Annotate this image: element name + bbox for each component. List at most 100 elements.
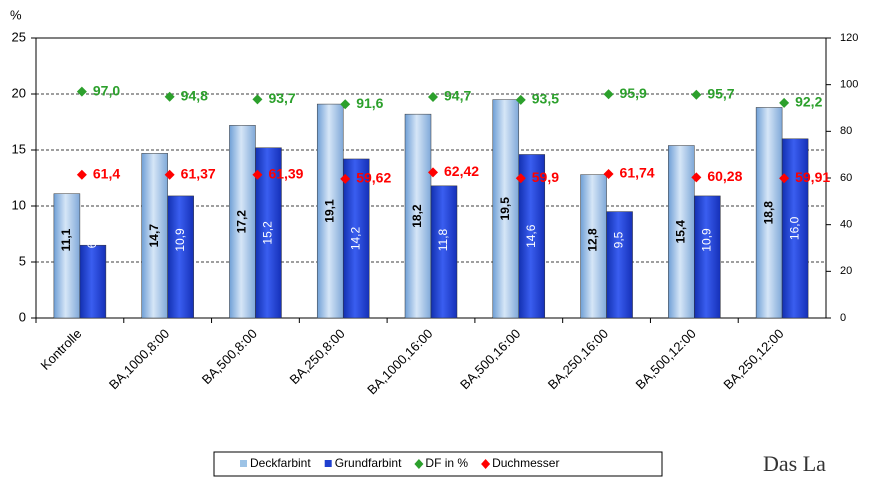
marker — [252, 169, 263, 180]
x-tick-label: BA,500,16:00 — [457, 326, 523, 392]
y-tick-label: 15 — [12, 141, 26, 156]
bar — [141, 153, 168, 319]
marker — [603, 89, 614, 100]
x-tick-label: BA,500,8:00 — [199, 326, 260, 387]
marker — [164, 91, 175, 102]
bar — [167, 195, 194, 319]
marker — [76, 169, 87, 180]
bar-value-label: 14,2 — [348, 226, 362, 250]
legend-box — [213, 451, 663, 477]
bar-value-label: 14,6 — [524, 224, 538, 248]
bar — [580, 174, 607, 319]
legend-label: Grundfarbint — [335, 456, 402, 470]
bar-value-label: 17,2 — [235, 210, 249, 234]
point-value-label: 97,0 — [93, 82, 120, 98]
x-tick-label: BA,250,8:00 — [287, 326, 348, 387]
point-value-label: 94,8 — [181, 88, 208, 104]
bar-value-label: 19,5 — [498, 197, 512, 221]
bar — [492, 99, 520, 319]
y2-tick-label: 100 — [840, 79, 858, 91]
y-tick-label: 0 — [19, 309, 26, 324]
y-tick-label: 25 — [12, 29, 26, 44]
point-value-label: 61,74 — [620, 165, 655, 181]
bar-value-label: 9,5 — [612, 231, 626, 248]
x-tick-label: BA,1000,8:00 — [106, 326, 172, 392]
x-tick-label: BA,250,12:00 — [720, 326, 786, 392]
marker — [428, 92, 438, 103]
bar-value-label: 6,5 — [85, 231, 99, 248]
bar-value-label: 11,1 — [59, 228, 73, 251]
bar — [53, 193, 81, 319]
y2-tick-label: 120 — [840, 32, 858, 44]
bar-value-label: 15,2 — [261, 221, 275, 245]
y2-tick-label: 0 — [840, 312, 846, 324]
bar — [755, 107, 783, 319]
legend-swatch — [414, 459, 424, 469]
y2-tick-label: 80 — [840, 125, 852, 137]
legend-swatch — [324, 460, 332, 467]
legend-label: DF in % — [425, 456, 468, 470]
x-tick-label: BA,500,12:00 — [633, 326, 699, 392]
point-value-label: 62,42 — [444, 163, 479, 179]
marker — [779, 173, 790, 184]
bar — [668, 145, 695, 319]
bar-value-label: 10,9 — [173, 228, 187, 252]
bar — [518, 154, 546, 319]
bar — [316, 103, 344, 319]
point-value-label: 59,62 — [356, 170, 391, 186]
marker — [340, 173, 351, 184]
y-tick-label: 20 — [12, 85, 26, 100]
bar — [404, 113, 432, 319]
point-value-label: 95,7 — [707, 85, 734, 101]
x-tick-label: BA,1000,16:00 — [364, 326, 435, 397]
bar-value-label: 14,7 — [147, 224, 161, 248]
bar-value-label: 11,8 — [436, 228, 450, 251]
bar-value-label: 18,8 — [761, 201, 775, 225]
bar — [781, 138, 809, 319]
marker — [164, 169, 175, 180]
point-value-label: 60,28 — [707, 168, 742, 184]
bar-value-label: 12,8 — [586, 228, 600, 252]
marker — [515, 94, 526, 105]
logo-text: Das La — [763, 451, 826, 476]
point-value-label: 91,6 — [356, 95, 383, 111]
y-tick-label: 5 — [19, 253, 26, 268]
marker — [691, 89, 702, 100]
bar-value-label: 15,4 — [674, 220, 688, 244]
y2-tick-label: 60 — [840, 172, 852, 184]
marker — [603, 168, 614, 179]
marker — [691, 172, 702, 183]
marker — [428, 167, 438, 178]
point-value-label: 61,37 — [181, 166, 216, 182]
point-value-label: 61,39 — [268, 165, 303, 181]
legend-swatch — [481, 459, 491, 469]
y2-tick-label: 40 — [840, 219, 852, 231]
bar — [79, 244, 107, 319]
point-value-label: 59,9 — [532, 169, 559, 185]
y2-tick-label: 20 — [840, 265, 852, 277]
bar — [606, 211, 633, 319]
marker — [515, 173, 526, 184]
bar — [430, 185, 458, 319]
legend-label: Deckfarbint — [250, 456, 311, 470]
y-tick-label: 10 — [12, 197, 26, 212]
x-tick-label: BA,250,16:00 — [545, 326, 611, 392]
bar-value-label: 19,1 — [322, 199, 336, 223]
point-value-label: 61,4 — [93, 165, 120, 181]
point-value-label: 93,5 — [532, 91, 559, 107]
y-axis-label: % — [10, 7, 22, 22]
x-tick-label: Kontrolle — [38, 326, 85, 373]
point-value-label: 94,7 — [444, 88, 471, 104]
marker — [76, 86, 87, 97]
marker — [252, 94, 263, 105]
bar — [229, 125, 256, 319]
bar — [342, 158, 370, 319]
point-value-label: 95,9 — [620, 85, 647, 101]
point-value-label: 93,7 — [268, 90, 295, 106]
bar-value-label: 16,0 — [787, 216, 801, 240]
point-value-label: 59,91 — [795, 169, 830, 185]
marker — [779, 97, 790, 108]
legend-label: Duchmesser — [492, 456, 559, 470]
legend-swatch — [240, 460, 247, 467]
